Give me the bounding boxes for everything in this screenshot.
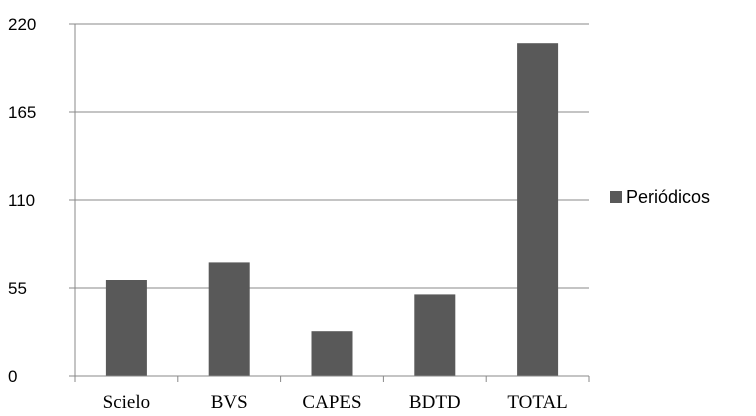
y-axis-ticks: 0 55 110 165 220 (8, 15, 75, 386)
bar-total (517, 43, 559, 376)
bars (105, 43, 559, 376)
y-tick-label: 165 (8, 103, 36, 122)
y-tick-label: 55 (8, 279, 27, 298)
y-tick-label: 0 (8, 367, 17, 386)
bar-scielo (105, 280, 147, 376)
x-tick-label: BVS (211, 392, 248, 413)
grid-lines (75, 23, 589, 289)
axes (74, 24, 589, 377)
x-tick-label: CAPES (302, 392, 361, 413)
bar-bdtd (414, 294, 456, 376)
legend-label: Periódicos (626, 187, 710, 207)
x-tick-label: Scielo (103, 392, 151, 413)
x-axis-ticks: Scielo BVS CAPES BDTD TOTAL (74, 376, 590, 413)
bar-capes (311, 331, 353, 376)
legend: Periódicos (610, 187, 710, 207)
bar-bvs (208, 262, 250, 376)
legend-swatch (610, 191, 622, 203)
y-tick-label: 110 (8, 191, 35, 210)
x-tick-label: TOTAL (507, 392, 567, 413)
y-tick-label: 220 (8, 15, 36, 34)
x-tick-label: BDTD (409, 392, 461, 413)
